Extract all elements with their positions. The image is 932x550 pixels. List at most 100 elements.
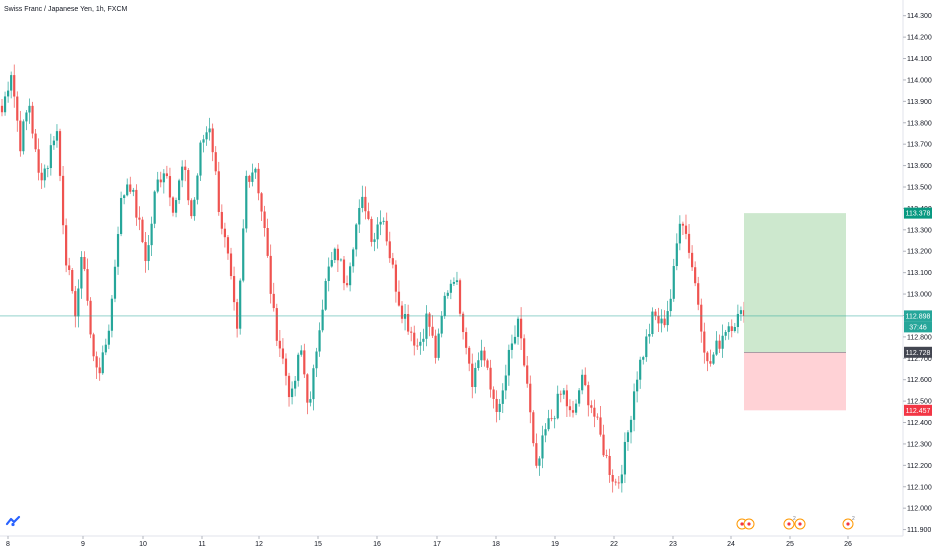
- candle-body[interactable]: [535, 443, 538, 466]
- candle-body[interactable]: [687, 233, 691, 253]
- candle-body[interactable]: [468, 347, 471, 364]
- candle-body[interactable]: [156, 179, 159, 192]
- candle-body[interactable]: [712, 354, 715, 364]
- candle-body[interactable]: [504, 375, 507, 391]
- candle-body[interactable]: [71, 269, 74, 292]
- candle-body[interactable]: [171, 197, 175, 213]
- candle-body[interactable]: [675, 243, 678, 267]
- candle-body[interactable]: [428, 313, 431, 327]
- candle-body[interactable]: [642, 357, 645, 360]
- candle-body[interactable]: [614, 481, 617, 483]
- candle-body[interactable]: [370, 218, 373, 242]
- candle-body[interactable]: [327, 266, 330, 281]
- candle-body[interactable]: [55, 131, 59, 141]
- candle-body[interactable]: [144, 242, 147, 262]
- candle-body[interactable]: [7, 90, 10, 97]
- candle-body[interactable]: [523, 338, 526, 366]
- candle-body[interactable]: [297, 354, 300, 381]
- candle-body[interactable]: [101, 352, 104, 374]
- candle-body[interactable]: [129, 184, 132, 192]
- candle-body[interactable]: [245, 175, 248, 229]
- candle-body[interactable]: [22, 121, 25, 152]
- candle-body[interactable]: [489, 367, 492, 390]
- candle-body[interactable]: [306, 374, 309, 403]
- candle-body[interactable]: [37, 149, 40, 173]
- candle-body[interactable]: [205, 132, 208, 140]
- candle-body[interactable]: [184, 166, 187, 171]
- candle-body[interactable]: [526, 365, 529, 384]
- candle-body[interactable]: [278, 340, 281, 349]
- candle-body[interactable]: [584, 374, 587, 386]
- candle-body[interactable]: [492, 389, 495, 399]
- candle-body[interactable]: [681, 223, 685, 226]
- candle-body[interactable]: [68, 265, 71, 270]
- candle-body[interactable]: [495, 398, 498, 412]
- candle-body[interactable]: [229, 253, 233, 277]
- candle-body[interactable]: [715, 340, 718, 355]
- candle-body[interactable]: [443, 295, 446, 317]
- candle-body[interactable]: [98, 367, 101, 374]
- candle-body[interactable]: [455, 280, 459, 283]
- candle-body[interactable]: [477, 360, 480, 368]
- candle-body[interactable]: [153, 191, 156, 224]
- candle-body[interactable]: [697, 283, 700, 305]
- candle-body[interactable]: [65, 225, 68, 266]
- candle-body[interactable]: [208, 128, 211, 133]
- candle-body[interactable]: [223, 228, 227, 238]
- candle-body[interactable]: [263, 211, 266, 228]
- candle-body[interactable]: [119, 197, 123, 235]
- candle-body[interactable]: [361, 196, 364, 208]
- candle-body[interactable]: [355, 224, 358, 250]
- candle-body[interactable]: [86, 269, 89, 301]
- candle-body[interactable]: [513, 336, 517, 344]
- candle-body[interactable]: [248, 175, 251, 182]
- candle-body[interactable]: [623, 441, 627, 475]
- candle-body[interactable]: [34, 133, 37, 150]
- candle-body[interactable]: [446, 292, 449, 296]
- candle-body[interactable]: [74, 291, 77, 317]
- candle-body[interactable]: [587, 385, 590, 406]
- candle-body[interactable]: [709, 361, 712, 364]
- candle-body[interactable]: [199, 142, 202, 176]
- candle-body[interactable]: [626, 432, 630, 442]
- candle-body[interactable]: [553, 418, 556, 420]
- candle-body[interactable]: [550, 418, 553, 420]
- candle-body[interactable]: [721, 335, 724, 349]
- candle-body[interactable]: [730, 326, 733, 332]
- candle-body[interactable]: [80, 256, 83, 289]
- candle-body[interactable]: [196, 175, 199, 200]
- candle-body[interactable]: [629, 419, 633, 433]
- candle-body[interactable]: [620, 474, 623, 484]
- candle-body[interactable]: [724, 332, 727, 336]
- candle-body[interactable]: [187, 170, 190, 201]
- candle-body[interactable]: [25, 112, 28, 122]
- candle-body[interactable]: [547, 418, 550, 430]
- candle-body[interactable]: [474, 367, 477, 388]
- candle-body[interactable]: [590, 405, 593, 408]
- candle-body[interactable]: [385, 220, 388, 242]
- candle-body[interactable]: [407, 313, 410, 332]
- candle-body[interactable]: [388, 241, 391, 259]
- candle-body[interactable]: [49, 145, 52, 169]
- candle-body[interactable]: [516, 318, 520, 337]
- candle-body[interactable]: [220, 211, 223, 229]
- candle-body[interactable]: [358, 207, 361, 225]
- candle-body[interactable]: [46, 168, 49, 169]
- candle-body[interactable]: [211, 128, 214, 153]
- candle-body[interactable]: [190, 200, 193, 217]
- candle-body[interactable]: [571, 410, 575, 413]
- candle-body[interactable]: [736, 313, 739, 328]
- candle-body[interactable]: [10, 75, 13, 91]
- candle-body[interactable]: [544, 429, 547, 436]
- candle-body[interactable]: [40, 172, 43, 181]
- candle-body[interactable]: [214, 152, 217, 172]
- candle-body[interactable]: [657, 315, 660, 324]
- candle-body[interactable]: [339, 259, 343, 261]
- candle-body[interactable]: [718, 340, 721, 349]
- candle-body[interactable]: [639, 359, 642, 380]
- candle-body[interactable]: [193, 199, 196, 217]
- candle-body[interactable]: [318, 330, 321, 352]
- candle-body[interactable]: [367, 211, 370, 219]
- candle-body[interactable]: [135, 189, 138, 218]
- candle-body[interactable]: [465, 332, 468, 348]
